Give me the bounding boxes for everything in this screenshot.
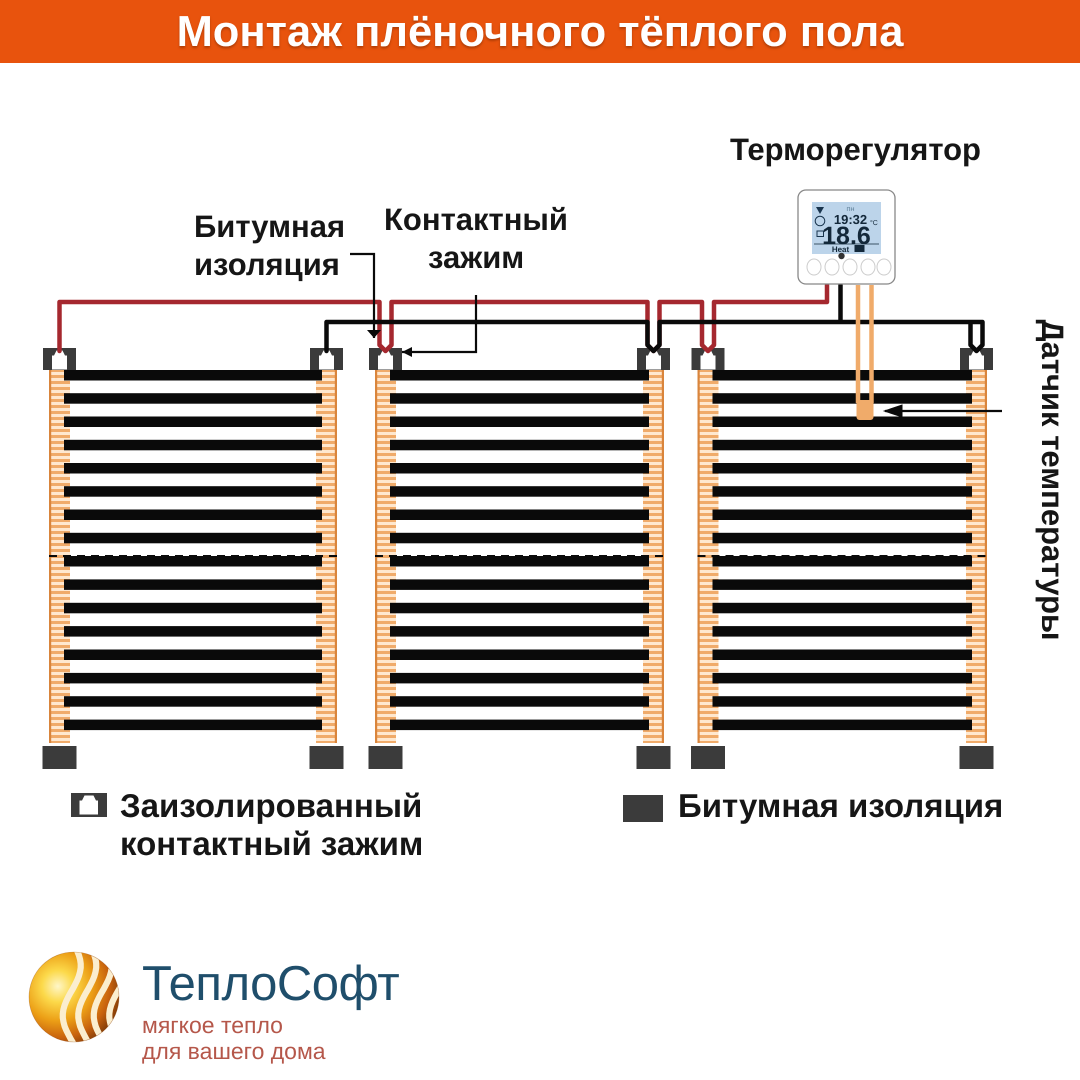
svg-text:Датчик температуры: Датчик температуры [1035,320,1070,641]
svg-text:изоляция: изоляция [194,247,340,282]
svg-text:Битумная изоляция: Битумная изоляция [678,787,1003,824]
svg-text:контактный зажим: контактный зажим [120,825,423,862]
svg-text:Терморегулятор: Терморегулятор [730,132,981,167]
svg-text:Битумная: Битумная [194,209,345,244]
svg-text:зажим: зажим [428,240,524,275]
svg-text:Монтаж плёночного тёплого пола: Монтаж плёночного тёплого пола [177,8,905,56]
svg-text:Контактный: Контактный [384,202,568,237]
svg-text:мягкое тепло: мягкое тепло [142,1012,283,1038]
svg-text:°C: °C [870,220,878,227]
svg-text:Заизолированный: Заизолированный [120,787,422,824]
svg-text:ТеплоСофт: ТеплоСофт [142,957,399,1011]
svg-text:для вашего дома: для вашего дома [142,1038,326,1064]
svg-text:Heat: Heat [832,245,850,254]
